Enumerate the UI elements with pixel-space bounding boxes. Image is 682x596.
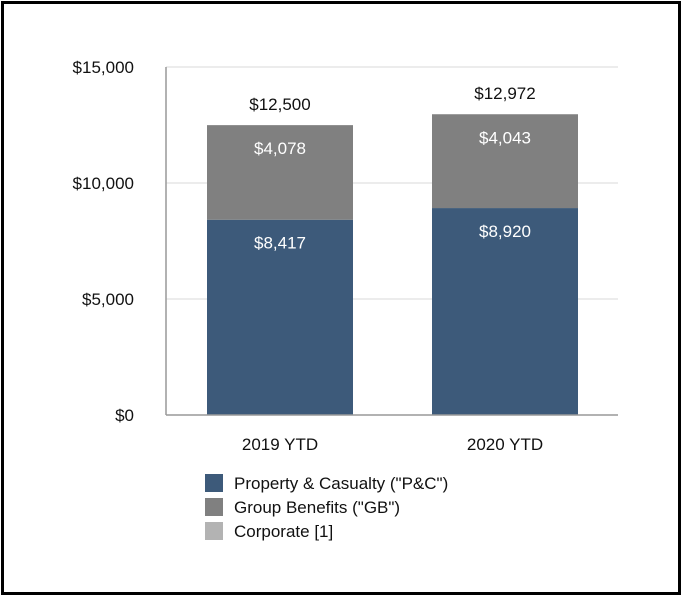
data-label: $4,078 — [254, 139, 306, 158]
y-tick-label: $5,000 — [82, 290, 134, 309]
total-label: $12,500 — [249, 95, 310, 114]
legend-label: Corporate [1] — [234, 522, 333, 541]
y-tick-label: $10,000 — [73, 174, 134, 193]
legend-label: Property & Casualty ("P&C") — [234, 474, 448, 493]
legend-label: Group Benefits ("GB") — [234, 498, 400, 517]
y-tick-label: $0 — [115, 406, 134, 425]
bar-segment — [432, 208, 578, 415]
total-label: $12,972 — [474, 84, 535, 103]
legend-swatch — [205, 498, 223, 516]
y-tick-label: $15,000 — [73, 58, 134, 77]
legend-swatch — [205, 474, 223, 492]
legend-swatch — [205, 522, 223, 540]
bar-segment — [432, 114, 578, 209]
x-tick-label: 2020 YTD — [467, 435, 543, 454]
bar-segment — [207, 219, 353, 415]
data-label: $8,920 — [479, 222, 531, 241]
bar-segment — [207, 125, 353, 220]
data-label: $8,417 — [254, 234, 306, 253]
data-label: $4,043 — [479, 128, 531, 147]
x-tick-label: 2019 YTD — [242, 435, 318, 454]
